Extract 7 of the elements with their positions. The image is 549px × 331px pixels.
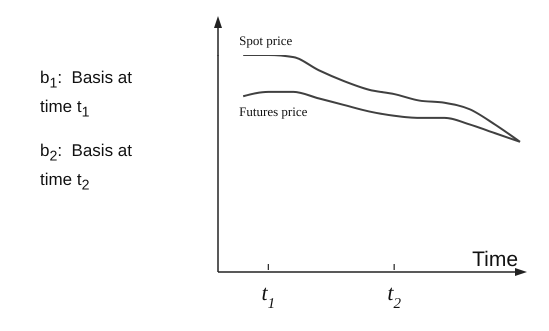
x-tick-label: t$_{2}$ bbox=[387, 280, 402, 312]
series-label: Spot price bbox=[239, 33, 292, 48]
x-tick-label: t$_{1}$ bbox=[262, 280, 276, 312]
series-label: Futures price bbox=[239, 104, 308, 120]
text: b$_{1}$: Basis at time t$_{1}$ bbox=[40, 67, 133, 123]
text: b$_{2}$: Basis at time t$_{2}$ bbox=[40, 140, 133, 196]
x-axis-title: Time bbox=[472, 248, 518, 271]
